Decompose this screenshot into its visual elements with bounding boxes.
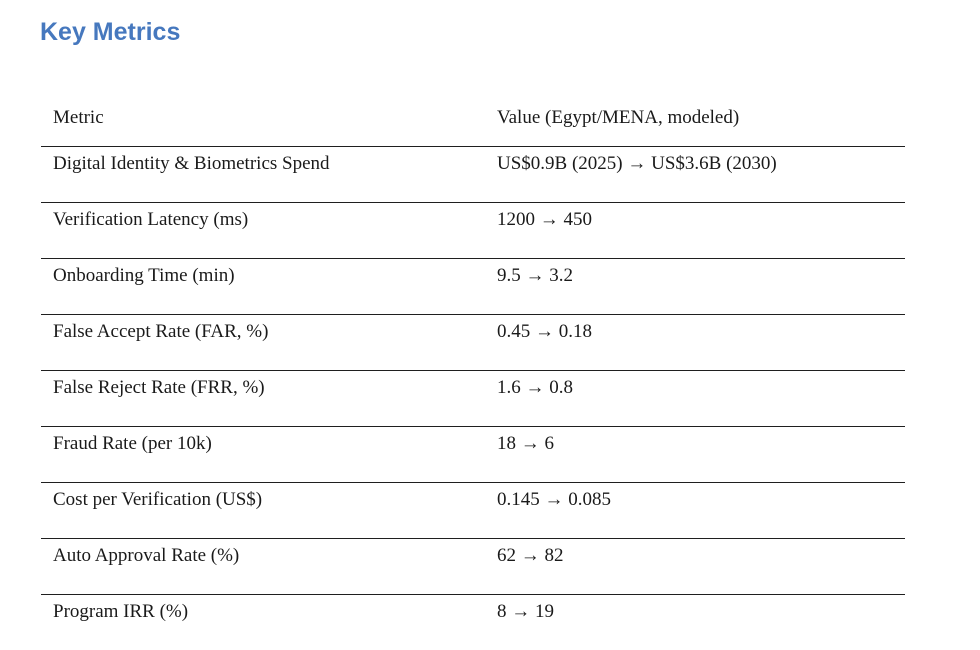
value-cell: US$0.9B (2025) → US$3.6B (2030) xyxy=(485,147,905,203)
table-row: False Accept Rate (FAR, %) 0.45 → 0.18 xyxy=(41,315,905,371)
value-cell: 18 → 6 xyxy=(485,427,905,483)
table-row: Fraud Rate (per 10k) 18 → 6 xyxy=(41,427,905,483)
value-cell: 9.5 → 3.2 xyxy=(485,259,905,315)
metric-cell: Auto Approval Rate (%) xyxy=(41,539,485,595)
value-cell: 1200 → 450 xyxy=(485,203,905,259)
metric-cell: Digital Identity & Biometrics Spend xyxy=(41,147,485,203)
table-row: False Reject Rate (FRR, %) 1.6 → 0.8 xyxy=(41,371,905,427)
value-cell: 62 → 82 xyxy=(485,539,905,595)
value-cell: 1.6 → 0.8 xyxy=(485,371,905,427)
table-header-row: Metric Value (Egypt/MENA, modeled) xyxy=(41,90,905,147)
table-row: Verification Latency (ms) 1200 → 450 xyxy=(41,203,905,259)
value-cell: 8 → 19 xyxy=(485,595,905,650)
column-header-metric: Metric xyxy=(41,90,485,147)
column-header-value: Value (Egypt/MENA, modeled) xyxy=(485,90,905,147)
metric-cell: Fraud Rate (per 10k) xyxy=(41,427,485,483)
metric-cell: Program IRR (%) xyxy=(41,595,485,650)
metric-cell: False Accept Rate (FAR, %) xyxy=(41,315,485,371)
metric-cell: Verification Latency (ms) xyxy=(41,203,485,259)
table-row: Cost per Verification (US$) 0.145 → 0.08… xyxy=(41,483,905,539)
table-row: Digital Identity & Biometrics Spend US$0… xyxy=(41,147,905,203)
table-row: Program IRR (%) 8 → 19 xyxy=(41,595,905,650)
table-row: Onboarding Time (min) 9.5 → 3.2 xyxy=(41,259,905,315)
value-cell: 0.45 → 0.18 xyxy=(485,315,905,371)
metric-cell: False Reject Rate (FRR, %) xyxy=(41,371,485,427)
page-title: Key Metrics xyxy=(40,18,180,47)
table-row: Auto Approval Rate (%) 62 → 82 xyxy=(41,539,905,595)
metric-cell: Cost per Verification (US$) xyxy=(41,483,485,539)
value-cell: 0.145 → 0.085 xyxy=(485,483,905,539)
metric-cell: Onboarding Time (min) xyxy=(41,259,485,315)
metrics-table: Metric Value (Egypt/MENA, modeled) Digit… xyxy=(41,90,905,650)
